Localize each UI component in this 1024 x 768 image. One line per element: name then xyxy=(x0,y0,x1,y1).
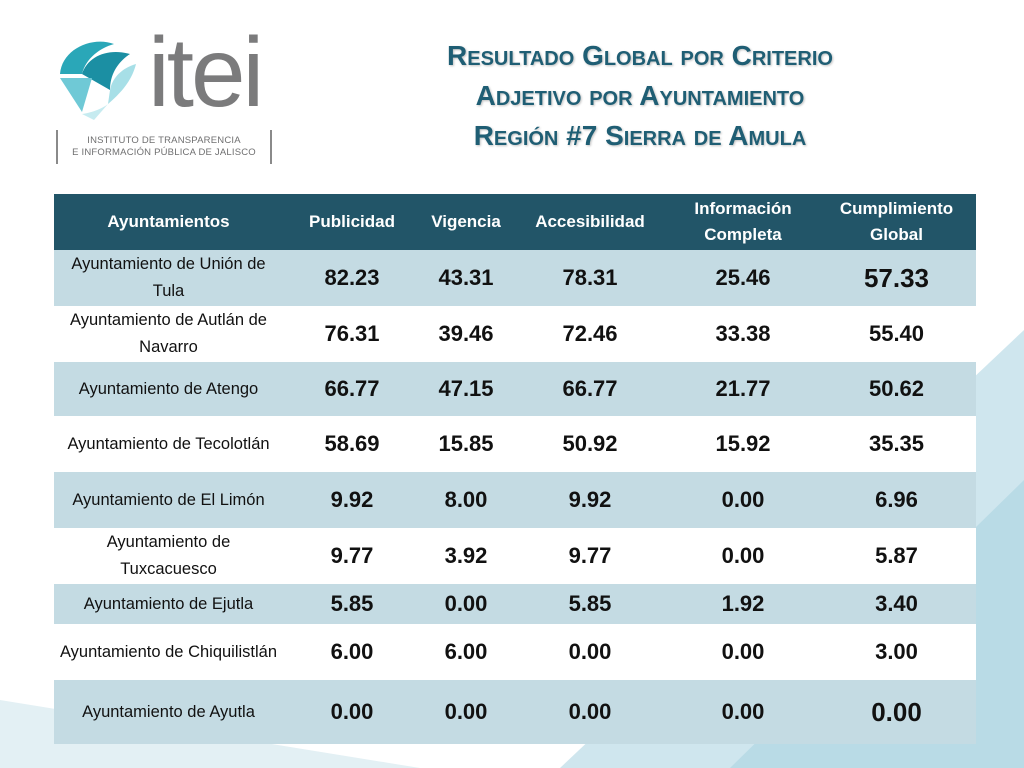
cell-publicidad: 76.31 xyxy=(283,306,421,362)
row-name: Ayuntamiento de El Limón xyxy=(54,472,283,528)
table-header-row: Ayuntamientos Publicidad Vigencia Accesi… xyxy=(54,194,976,250)
cell-cumplimiento-global: 0.00 xyxy=(817,680,976,744)
header-accesibilidad: Accesibilidad xyxy=(511,194,669,250)
cell-cumplimiento-global: 6.96 xyxy=(817,472,976,528)
table-row: Ayuntamiento de Chiquilistlán 6.00 6.00 … xyxy=(54,624,976,680)
cell-accesibilidad: 78.31 xyxy=(511,250,669,306)
cell-accesibilidad: 66.77 xyxy=(511,362,669,416)
cell-publicidad: 6.00 xyxy=(283,624,421,680)
cell-informacion-completa: 0.00 xyxy=(669,624,817,680)
cell-vigencia: 3.92 xyxy=(421,528,511,584)
cell-informacion-completa: 21.77 xyxy=(669,362,817,416)
cell-cumplimiento-global: 35.35 xyxy=(817,416,976,472)
page-title: Resultado Global por Criterio Adjetivo p… xyxy=(330,36,950,156)
header-informacion-completa: Información Completa xyxy=(669,194,817,250)
table-row: Ayuntamiento de Ejutla 5.85 0.00 5.85 1.… xyxy=(54,584,976,624)
row-name: Ayuntamiento de Ayutla xyxy=(54,680,283,744)
table-row: Ayuntamiento de Autlán de Navarro 76.31 … xyxy=(54,306,976,362)
cell-informacion-completa: 1.92 xyxy=(669,584,817,624)
cell-cumplimiento-global: 57.33 xyxy=(817,250,976,306)
cell-publicidad: 0.00 xyxy=(283,680,421,744)
cell-informacion-completa: 15.92 xyxy=(669,416,817,472)
cell-accesibilidad: 5.85 xyxy=(511,584,669,624)
cell-accesibilidad: 9.92 xyxy=(511,472,669,528)
cell-publicidad: 66.77 xyxy=(283,362,421,416)
cell-vigencia: 43.31 xyxy=(421,250,511,306)
cell-publicidad: 82.23 xyxy=(283,250,421,306)
cell-informacion-completa: 25.46 xyxy=(669,250,817,306)
cell-vigencia: 47.15 xyxy=(421,362,511,416)
cell-cumplimiento-global: 3.40 xyxy=(817,584,976,624)
header-publicidad: Publicidad xyxy=(283,194,421,250)
table-row: Ayuntamiento de Tuxcacuesco 9.77 3.92 9.… xyxy=(54,528,976,584)
header-vigencia: Vigencia xyxy=(421,194,511,250)
row-name: Ayuntamiento de Ejutla xyxy=(54,584,283,624)
logo-subtitle: INSTITUTO DE TRANSPARENCIA E INFORMACIÓN… xyxy=(56,130,272,164)
table-row: Ayuntamiento de Tecolotlán 58.69 15.85 5… xyxy=(54,416,976,472)
header-ayuntamientos: Ayuntamientos xyxy=(54,194,283,250)
logo-subtitle-line1: INSTITUTO DE TRANSPARENCIA xyxy=(87,135,241,146)
cell-vigencia: 0.00 xyxy=(421,680,511,744)
table-row: Ayuntamiento de El Limón 9.92 8.00 9.92 … xyxy=(54,472,976,528)
cell-cumplimiento-global: 3.00 xyxy=(817,624,976,680)
row-name: Ayuntamiento de Autlán de Navarro xyxy=(54,306,283,362)
table-row: Ayuntamiento de Ayutla 0.00 0.00 0.00 0.… xyxy=(54,680,976,744)
cell-publicidad: 9.77 xyxy=(283,528,421,584)
logo-wordmark: itei xyxy=(148,17,264,127)
row-name: Ayuntamiento de Tuxcacuesco xyxy=(54,528,283,584)
cell-cumplimiento-global: 55.40 xyxy=(817,306,976,362)
row-name: Ayuntamiento de Tecolotlán xyxy=(54,416,283,472)
table-row: Ayuntamiento de Atengo 66.77 47.15 66.77… xyxy=(54,362,976,416)
row-name: Ayuntamiento de Atengo xyxy=(54,362,283,416)
results-table: Ayuntamientos Publicidad Vigencia Accesi… xyxy=(54,194,976,744)
cell-vigencia: 0.00 xyxy=(421,584,511,624)
cell-vigencia: 6.00 xyxy=(421,624,511,680)
title-line3: Región #7 Sierra de Amula xyxy=(473,120,807,151)
cell-publicidad: 58.69 xyxy=(283,416,421,472)
cell-accesibilidad: 72.46 xyxy=(511,306,669,362)
cell-publicidad: 5.85 xyxy=(283,584,421,624)
cell-vigencia: 15.85 xyxy=(421,416,511,472)
row-name: Ayuntamiento de Chiquilistlán xyxy=(54,624,283,680)
header-cumplimiento-global: Cumplimiento Global xyxy=(817,194,976,250)
title-line1: Resultado Global por Criterio xyxy=(447,40,833,71)
cell-accesibilidad: 50.92 xyxy=(511,416,669,472)
cell-cumplimiento-global: 50.62 xyxy=(817,362,976,416)
cell-informacion-completa: 33.38 xyxy=(669,306,817,362)
cell-vigencia: 8.00 xyxy=(421,472,511,528)
cell-accesibilidad: 9.77 xyxy=(511,528,669,584)
cell-publicidad: 9.92 xyxy=(283,472,421,528)
cell-cumplimiento-global: 5.87 xyxy=(817,528,976,584)
logo-subtitle-line2: E INFORMACIÓN PÚBLICA DE JALISCO xyxy=(72,147,256,158)
title-line2: Adjetivo por Ayuntamiento xyxy=(475,80,805,111)
cell-informacion-completa: 0.00 xyxy=(669,680,817,744)
logo-swirl-icon xyxy=(60,41,136,120)
cell-informacion-completa: 0.00 xyxy=(669,528,817,584)
cell-accesibilidad: 0.00 xyxy=(511,680,669,744)
itei-logo: itei INSTITUTO DE TRANSPARENCIA E INFORM… xyxy=(52,22,282,170)
row-name: Ayuntamiento de Unión de Tula xyxy=(54,250,283,306)
cell-informacion-completa: 0.00 xyxy=(669,472,817,528)
cell-accesibilidad: 0.00 xyxy=(511,624,669,680)
table-row: Ayuntamiento de Unión de Tula 82.23 43.3… xyxy=(54,250,976,306)
cell-vigencia: 39.46 xyxy=(421,306,511,362)
